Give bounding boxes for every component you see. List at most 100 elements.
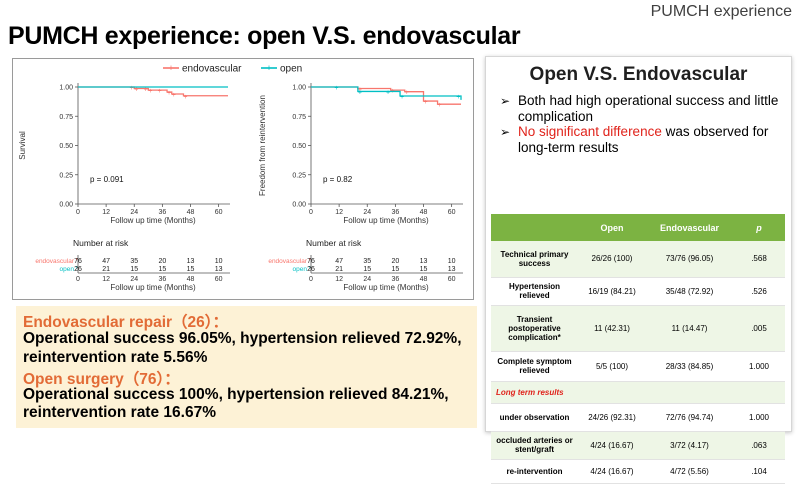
risk-count: 35: [363, 258, 371, 265]
risk-count: 21: [335, 266, 343, 273]
risk-count: 15: [158, 266, 166, 273]
risk-x-tick-label: 48: [420, 276, 428, 283]
censor-mark-open: +: [386, 89, 390, 96]
y-axis-title: Survival: [18, 131, 27, 160]
x-tick-label: 24: [130, 209, 138, 216]
column-header: p: [733, 214, 785, 241]
risk-x-axis-title: Follow up time (Months): [110, 283, 196, 292]
legend-marker-endovascular: +: [168, 63, 173, 73]
p-value: .568: [733, 241, 785, 278]
row-label: re-intervention: [491, 459, 578, 484]
open-line-1: Operational success 100%, hypertension r…: [23, 386, 449, 403]
open-value: 4/24 (16.67): [578, 431, 646, 460]
risk-count: 10: [215, 258, 223, 265]
censor-mark-endovascular: +: [158, 88, 162, 95]
endo-value: 3/72 (4.17): [646, 431, 733, 460]
censor-mark-open: +: [334, 85, 338, 92]
open-value: 16/19 (84.21): [578, 277, 646, 306]
open-value: 4/24 (16.67): [578, 459, 646, 484]
endo-value: 11 (14.47): [646, 305, 733, 352]
censor-mark-endovascular: +: [358, 87, 362, 94]
bullet-2-text: was observed for long-term results: [518, 124, 769, 155]
endovascular-line-1: Operational success 96.05%, hypertension…: [23, 330, 462, 347]
censor-mark-endovascular: +: [134, 87, 138, 94]
risk-x-tick-label: 0: [76, 276, 80, 283]
censor-mark-endovascular: +: [438, 102, 442, 109]
risk-count: 47: [335, 258, 343, 265]
risk-x-tick-label: 24: [363, 276, 371, 283]
endo-value: 28/33 (84.85): [646, 351, 733, 382]
km-curves-figure: + endovascular + open 0.00 0.25 0.50 0.75 1.00 0 1…: [12, 58, 474, 300]
endovascular-line-2: reintervention rate 5.56%: [23, 349, 208, 366]
risk-x-tick-label: 12: [335, 276, 343, 283]
p-value-label: p = 0.091: [90, 175, 124, 184]
comparison-panel: Open V.S. Endovascular ➢ Both had high o…: [485, 56, 792, 484]
y-tick-label: 1.00: [59, 85, 73, 92]
endo-value: 35/48 (72.92): [646, 277, 733, 306]
x-tick-label: 0: [76, 209, 80, 216]
risk-row-name: endovascular: [35, 258, 74, 265]
y-tick-label: 0.75: [292, 114, 306, 121]
x-axis-title: Follow up time (Months): [110, 216, 196, 225]
x-tick-label: 24: [363, 209, 371, 216]
y-tick-label: 0.00: [292, 202, 306, 209]
risk-x-tick-label: 12: [102, 276, 110, 283]
endo-value: 4/72 (5.56): [646, 459, 733, 484]
open-value: 5/5 (100): [578, 351, 646, 382]
risk-count: 21: [102, 266, 110, 273]
y-axis-title: Freedom from reintervention: [258, 95, 267, 196]
km-curve-endovascular: [78, 86, 228, 97]
censor-mark-open: +: [400, 94, 404, 101]
risk-x-tick-label: 36: [391, 276, 399, 283]
risk-x-tick-label: 0: [309, 276, 313, 283]
censor-mark-endovascular: +: [405, 90, 409, 97]
x-tick-label: 60: [215, 209, 223, 216]
risk-count: 13: [187, 258, 195, 265]
y-tick-label: 0.25: [59, 172, 73, 179]
x-tick-label: 36: [391, 209, 399, 216]
column-header: Endovascular: [646, 214, 733, 241]
censor-mark-endovascular: +: [144, 87, 148, 94]
risk-count: 15: [420, 266, 428, 273]
section-row: Long term results: [491, 381, 785, 404]
risk-x-tick-label: 60: [215, 276, 223, 283]
risk-count: 13: [215, 266, 223, 273]
legend-label-endovascular: endovascular: [182, 64, 242, 75]
risk-count: 15: [391, 266, 399, 273]
censor-mark-open: +: [358, 89, 362, 96]
table-header-row: Open Endovascular p: [491, 214, 785, 241]
y-tick-label: 0.00: [59, 202, 73, 209]
table-row: occluded arteries or stent/graft 4/24 (1…: [491, 431, 785, 460]
open-value: 26/26 (100): [578, 241, 646, 278]
row-label: Transient postoperative complication*: [491, 305, 578, 352]
km-curves-svg: + endovascular + open 0.00 0.25 0.50 0.75 1.00 0 1…: [18, 63, 463, 292]
open-value: 11 (42.31): [578, 305, 646, 352]
summary-box: Endovascular repair（26）： Operational suc…: [16, 306, 477, 428]
x-tick-label: 60: [448, 209, 456, 216]
risk-count: 20: [391, 258, 399, 265]
bullet-2-highlight: No significant difference: [518, 124, 662, 139]
table-row: Technical primary success 26/26 (100) 73…: [491, 241, 785, 278]
row-label: under observation: [491, 403, 578, 432]
section-label: Long term results: [491, 381, 785, 404]
km-curve-open: [311, 86, 462, 100]
censor-mark-endovascular: +: [172, 92, 176, 99]
censor-mark-endovascular: +: [167, 90, 171, 97]
table-row: Complete symptom relieved 5/5 (100) 28/3…: [491, 351, 785, 382]
endo-value: 72/76 (94.74): [646, 403, 733, 432]
risk-table-title: Number at risk: [73, 238, 129, 248]
risk-count: 13: [420, 258, 428, 265]
risk-count: 15: [363, 266, 371, 273]
risk-row-name: open: [60, 266, 75, 273]
row-label: Technical primary success: [491, 241, 578, 278]
risk-count: 15: [187, 266, 195, 273]
censor-mark-open: +: [456, 94, 460, 101]
censor-mark-endovascular: +: [148, 88, 152, 95]
risk-x-tick-label: 60: [448, 276, 456, 283]
p-value: .063: [733, 431, 785, 460]
risk-x-axis-title: Follow up time (Months): [343, 283, 429, 292]
row-label: Complete symptom relieved: [491, 351, 578, 382]
risk-x-tick-label: 48: [187, 276, 195, 283]
x-tick-label: 48: [420, 209, 428, 216]
open-value: 24/26 (92.31): [578, 403, 646, 432]
